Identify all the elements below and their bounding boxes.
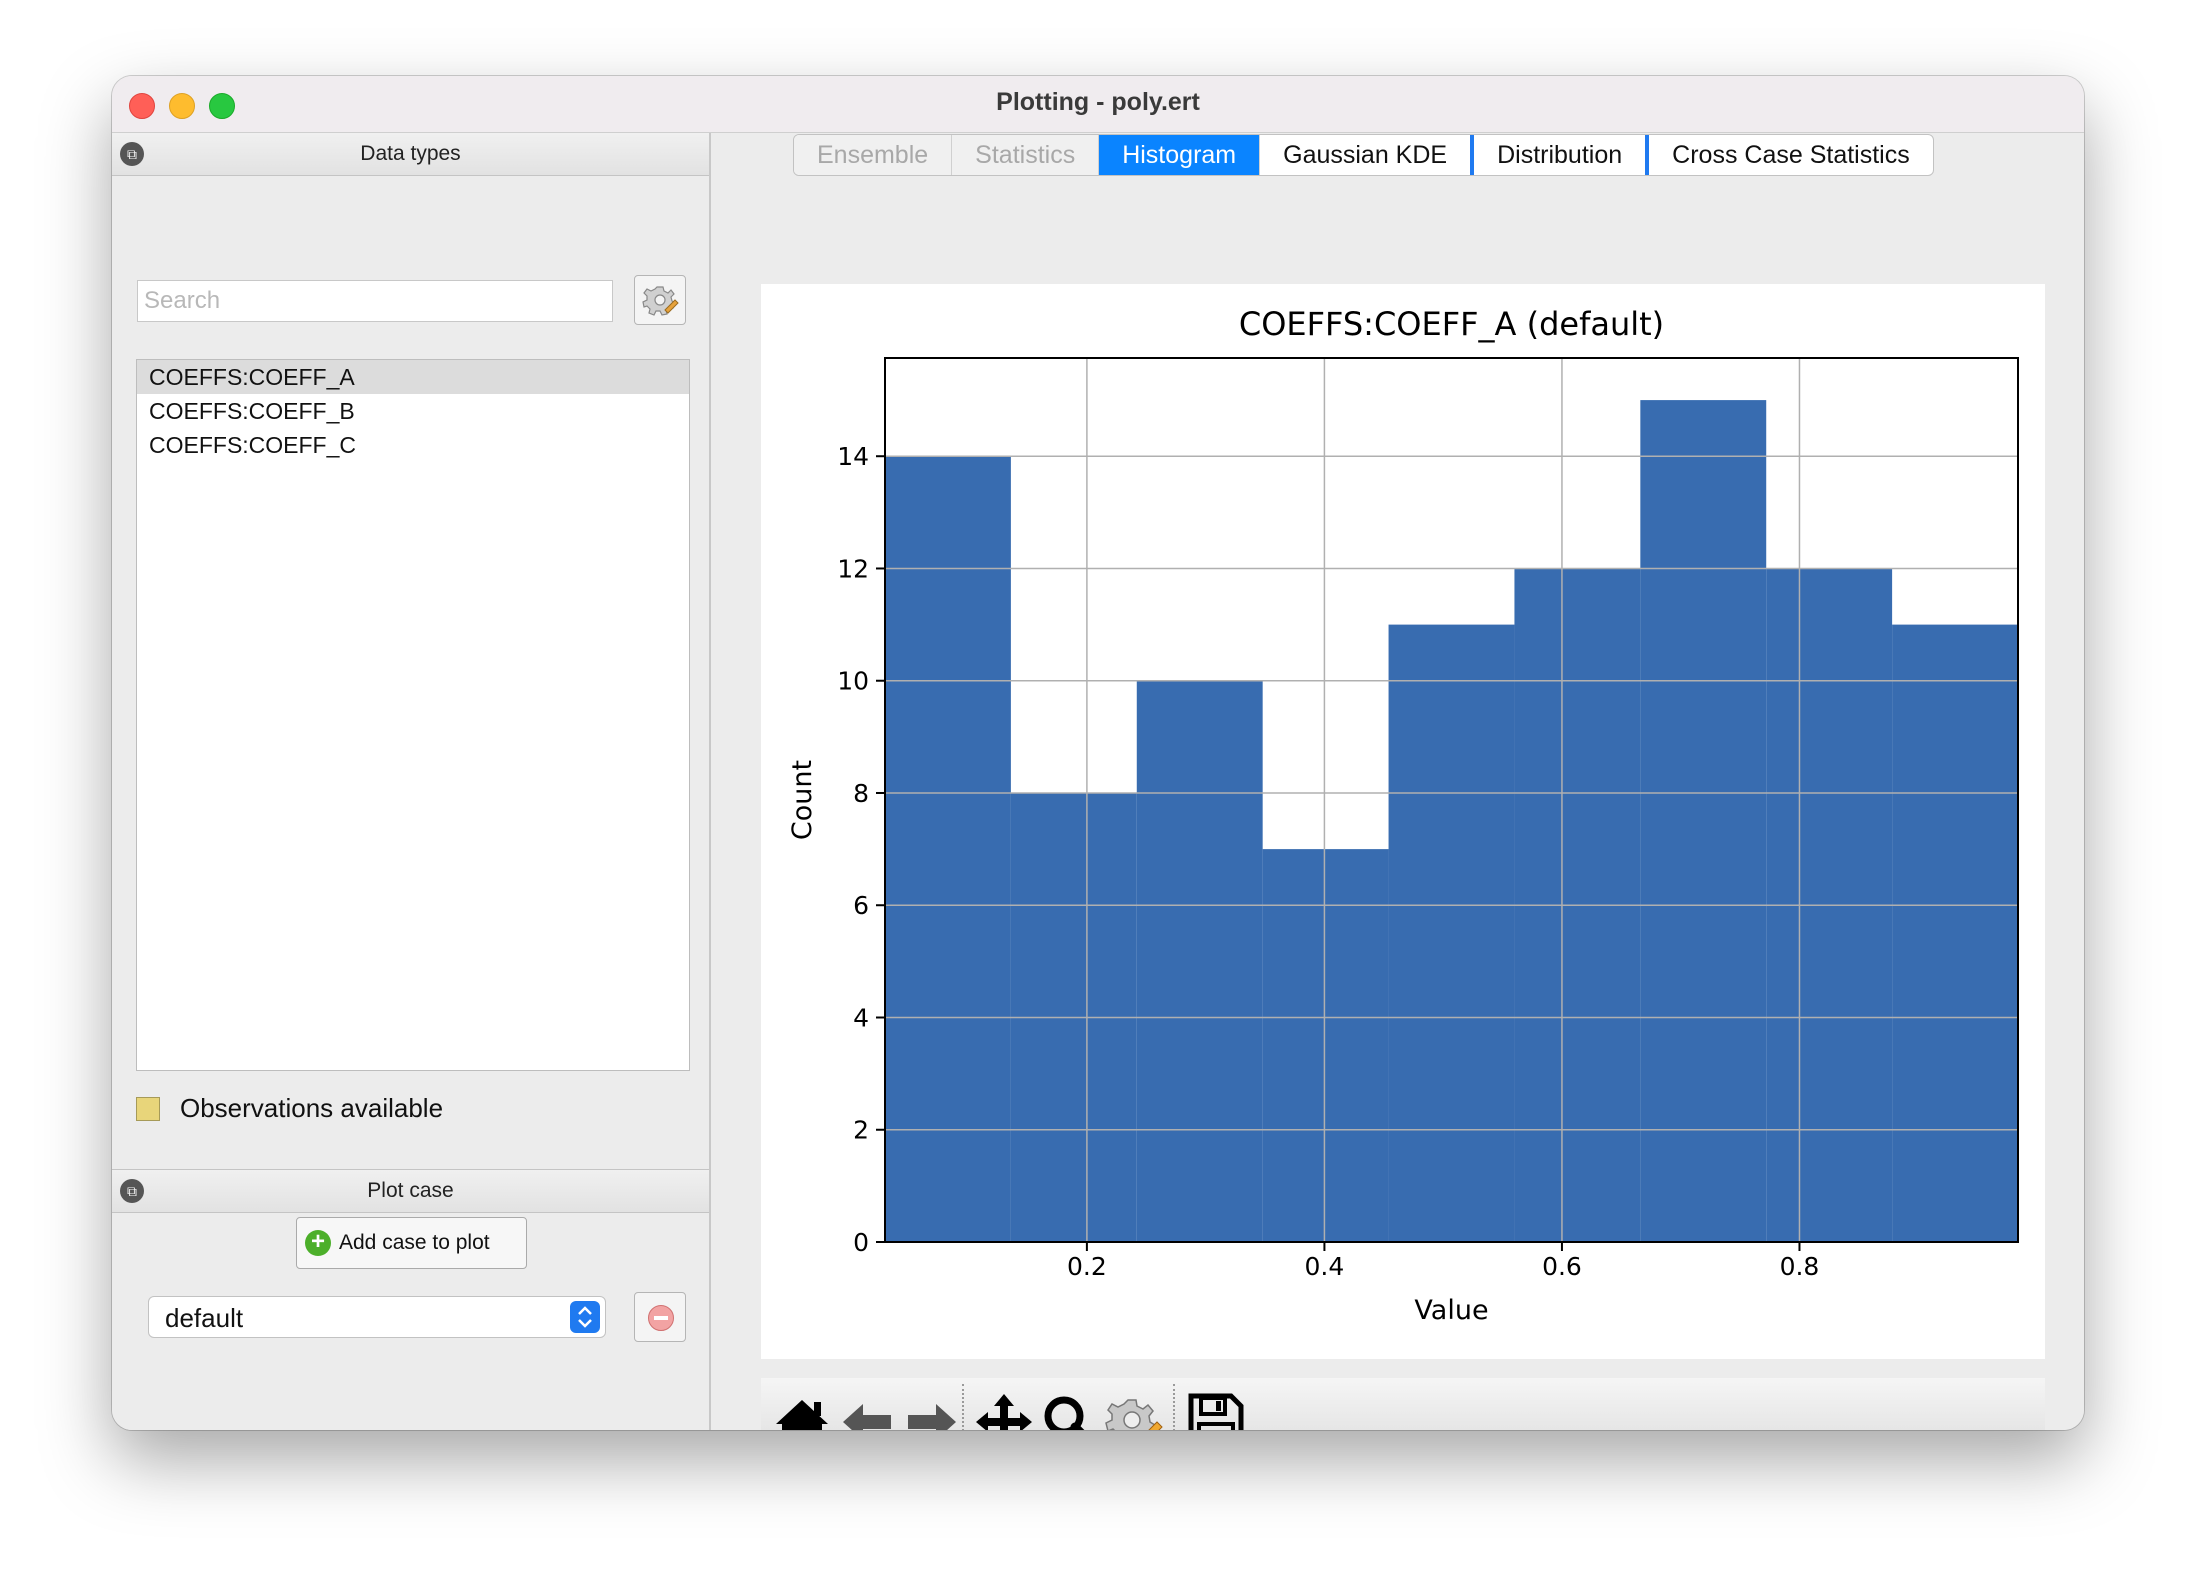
- observations-swatch: [136, 1097, 160, 1121]
- y-tick-label: 0: [853, 1228, 869, 1257]
- x-tick-label: 0.8: [1780, 1252, 1820, 1281]
- histogram-bar: [1640, 400, 1767, 1243]
- data-types-title: Data types: [360, 142, 461, 165]
- plot-tabs: Ensemble Statistics Histogram Gaussian K…: [793, 134, 1934, 176]
- configure-subplots-icon: [1105, 1399, 1163, 1430]
- right-pane: Ensemble Statistics Histogram Gaussian K…: [711, 133, 2084, 1430]
- tab-histogram[interactable]: Histogram: [1099, 135, 1261, 175]
- add-case-button[interactable]: + Add case to plot: [296, 1217, 527, 1269]
- list-item[interactable]: COEFFS:COEFF_C: [149, 432, 357, 458]
- plot-case-title: Plot case: [367, 1179, 454, 1202]
- home-button[interactable]: [772, 1392, 832, 1430]
- left-pane: ⧉ Data types COEFFS:COEFF_A COEFFS:COEFF…: [112, 133, 711, 1430]
- pan-icon: [976, 1394, 1032, 1430]
- zoom-icon: [1044, 1396, 1085, 1430]
- dock-float-icon[interactable]: ⧉: [120, 142, 144, 166]
- observations-label: Observations available: [180, 1093, 444, 1123]
- x-tick-label: 0.2: [1067, 1252, 1107, 1281]
- plot-toolbar: [761, 1378, 2045, 1430]
- remove-case-button[interactable]: [634, 1292, 686, 1342]
- x-tick-label: 0.6: [1542, 1252, 1582, 1281]
- x-tick-label: 0.4: [1305, 1252, 1345, 1281]
- case-select[interactable]: default: [148, 1296, 606, 1338]
- histogram-bar: [1388, 624, 1515, 1242]
- search-settings-button[interactable]: [634, 275, 686, 325]
- add-case-label: Add case to plot: [339, 1231, 490, 1254]
- tab-ensemble[interactable]: Ensemble: [794, 135, 953, 175]
- data-types-list: COEFFS:COEFF_A COEFFS:COEFF_B COEFFS:COE…: [136, 359, 690, 1071]
- list-item[interactable]: COEFFS:COEFF_A: [137, 360, 689, 394]
- dock-float-icon[interactable]: ⧉: [120, 1179, 144, 1203]
- histogram-bar: [1892, 624, 2018, 1242]
- y-tick-label: 6: [853, 891, 869, 920]
- chevron-updown-icon: [570, 1301, 600, 1333]
- minimize-window-button[interactable]: [169, 93, 195, 119]
- toolbar-separator: [962, 1384, 964, 1430]
- close-window-button[interactable]: [129, 93, 155, 119]
- histogram-bar: [1262, 849, 1389, 1242]
- data-types-header: ⧉ Data types: [112, 133, 709, 176]
- histogram-chart: 0.2 0.4 0.6 0.8 0 2 4 6 8 10 12 14 COEFFS:COEFF_A (…: [787, 305, 2019, 1326]
- configure-subplots-button[interactable]: [1105, 1392, 1165, 1430]
- forward-button[interactable]: [902, 1392, 962, 1430]
- y-tick-label: 2: [853, 1116, 869, 1145]
- home-icon: [776, 1400, 828, 1430]
- chart-title: COEFFS:COEFF_A (default): [1239, 305, 1664, 343]
- tab-cross-case-statistics[interactable]: Cross Case Statistics: [1672, 141, 1910, 169]
- y-tick-label: 8: [853, 779, 869, 808]
- remove-icon: [648, 1305, 674, 1331]
- case-select-value: default: [165, 1303, 244, 1333]
- list-item[interactable]: COEFFS:COEFF_B: [149, 398, 355, 424]
- back-arrow-icon: [843, 1404, 891, 1430]
- histogram-bar: [1136, 680, 1263, 1242]
- plot-canvas[interactable]: 0.2 0.4 0.6 0.8 0 2 4 6 8 10 12 14 COEFFS:COEFF_A (…: [761, 284, 2045, 1359]
- window-title: Plotting - poly.ert: [996, 88, 1200, 116]
- plotting-window: Plotting - poly.ert ⧉ Data types COEFFS:…: [112, 76, 2084, 1430]
- y-axis-label: Count: [787, 760, 818, 840]
- tab-statistics[interactable]: Statistics: [952, 135, 1100, 175]
- tab-distribution[interactable]: Distribution: [1474, 135, 1650, 175]
- back-button[interactable]: [837, 1392, 897, 1430]
- title-bar: Plotting - poly.ert: [112, 76, 2084, 133]
- save-icon: [1188, 1393, 1244, 1430]
- forward-arrow-icon: [908, 1404, 956, 1430]
- gear-icon: [642, 286, 679, 316]
- add-icon: +: [305, 1230, 331, 1256]
- tab-gaussian-kde[interactable]: Gaussian KDE: [1260, 135, 1475, 175]
- zoom-window-button[interactable]: [209, 93, 235, 119]
- search-input[interactable]: [137, 280, 613, 322]
- y-tick-label: 14: [837, 442, 869, 471]
- toolbar-separator: [1173, 1384, 1175, 1430]
- y-tick-label: 4: [853, 1003, 869, 1032]
- histogram-bar: [885, 456, 1011, 1242]
- y-tick-label: 12: [837, 554, 869, 583]
- plot-case-header: ⧉ Plot case: [112, 1169, 709, 1213]
- save-button[interactable]: [1185, 1392, 1245, 1430]
- zoom-button[interactable]: [1040, 1392, 1100, 1430]
- x-axis-label: Value: [1414, 1295, 1488, 1326]
- axes-frame: [884, 357, 2019, 1243]
- y-tick-label: 10: [837, 667, 869, 696]
- pan-button[interactable]: [974, 1392, 1034, 1430]
